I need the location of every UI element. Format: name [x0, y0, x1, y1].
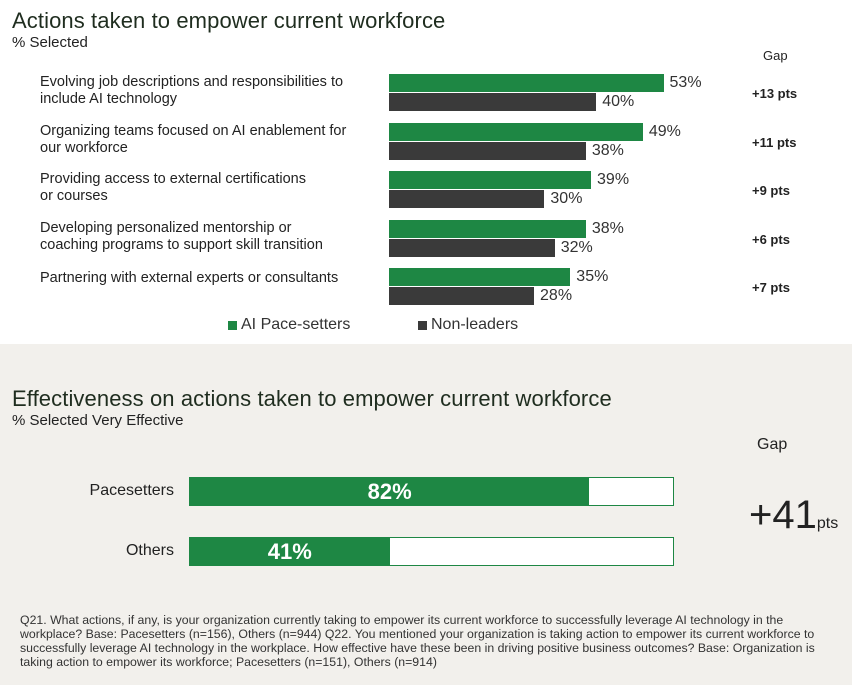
value-label-pace-setters: 53% — [669, 74, 702, 91]
bar-pace-setters — [389, 122, 643, 141]
legend-label-non-leaders: Non-leaders — [431, 316, 519, 333]
top-chart-title: Actions taken to empower current workfor… — [12, 8, 446, 33]
bar-pace-setters — [389, 268, 571, 286]
bottom-gap-header: Gap — [757, 436, 788, 453]
gap-label: +6 pts — [752, 231, 790, 247]
category-label: Developing personalized mentorship or coa… — [40, 220, 385, 254]
effectiveness-value-label: 82% — [367, 478, 412, 504]
value-label-non-leaders: 40% — [602, 93, 635, 110]
gap-label: +7 pts — [752, 280, 790, 295]
value-label-non-leaders: 38% — [591, 141, 624, 159]
value-label-pace-setters: 39% — [597, 171, 630, 188]
value-label-pace-setters: 38% — [591, 219, 624, 237]
bottom-chart-subtitle: % Selected Very Effective — [12, 412, 184, 429]
legend-swatch-pace-setters — [228, 320, 237, 330]
bar-pace-setters — [389, 74, 664, 92]
effectiveness-category-label: Others — [125, 542, 174, 559]
effectiveness-bar-track: 82% — [189, 477, 674, 506]
top-chart-subtitle: % Selected — [12, 34, 88, 51]
category-label: Evolving job descriptions and responsibi… — [40, 74, 385, 108]
category-label-line: include AI technology — [40, 91, 178, 107]
bottom-chart-panel — [0, 344, 852, 685]
category-label: Organizing teams focused on AI enablemen… — [40, 123, 385, 157]
effectiveness-gap: +41pts — [749, 493, 838, 538]
bar-non-leaders — [389, 93, 597, 111]
effectiveness-bar-track: 41% — [189, 537, 674, 566]
legend-label-pace-setters: AI Pace-setters — [241, 316, 351, 333]
gap-label: +11 pts — [752, 134, 797, 150]
category-label-line: our workforce — [40, 139, 128, 156]
category-label: Providing access to external certificati… — [40, 171, 385, 205]
bar-non-leaders — [389, 141, 586, 160]
footnote: Q21. What actions, if any, is your organ… — [20, 613, 815, 669]
value-label-non-leaders: 32% — [560, 238, 593, 256]
gap-label: +13 pts — [752, 86, 798, 101]
effectiveness-bar-fill — [190, 538, 390, 565]
effectiveness-gap-value: +41 — [749, 493, 817, 537]
category-label-line: Evolving job descriptions and responsibi… — [40, 74, 344, 90]
value-label-pace-setters: 49% — [648, 122, 681, 140]
category-label-line: Providing access to external certificati… — [40, 171, 306, 187]
bar-non-leaders — [389, 238, 555, 257]
category-label-line: or courses — [40, 188, 108, 204]
category-label: Partnering with external experts or cons… — [40, 270, 385, 287]
effectiveness-gap-unit: pts — [816, 515, 839, 532]
gap-label: +9 pts — [752, 183, 790, 198]
legend-item-pace-setters: AI Pace-setters — [228, 316, 350, 334]
legend-item-non-leaders: Non-leaders — [418, 316, 518, 334]
value-label-non-leaders: 28% — [540, 287, 573, 304]
top-gap-header: Gap — [763, 48, 788, 63]
legend-swatch-non-leaders — [418, 320, 427, 330]
bottom-chart-title: Effectiveness on actions taken to empowe… — [12, 386, 612, 411]
category-label-line: Developing personalized mentorship or — [40, 219, 292, 236]
value-label-pace-setters: 35% — [576, 268, 609, 285]
bar-non-leaders — [389, 190, 545, 208]
category-label-line: coaching programs to support skill trans… — [40, 236, 323, 253]
effectiveness-category-label: Pacesetters — [89, 482, 174, 499]
effectiveness-bar-fill — [190, 478, 590, 505]
effectiveness-value-label: 41% — [267, 538, 312, 564]
bar-non-leaders — [389, 287, 535, 305]
bar-pace-setters — [389, 219, 586, 238]
bar-pace-setters — [389, 171, 592, 189]
value-label-non-leaders: 30% — [550, 190, 583, 207]
category-label-line: Partnering with external experts or cons… — [40, 270, 339, 286]
category-label-line: Organizing teams focused on AI enablemen… — [40, 122, 347, 139]
